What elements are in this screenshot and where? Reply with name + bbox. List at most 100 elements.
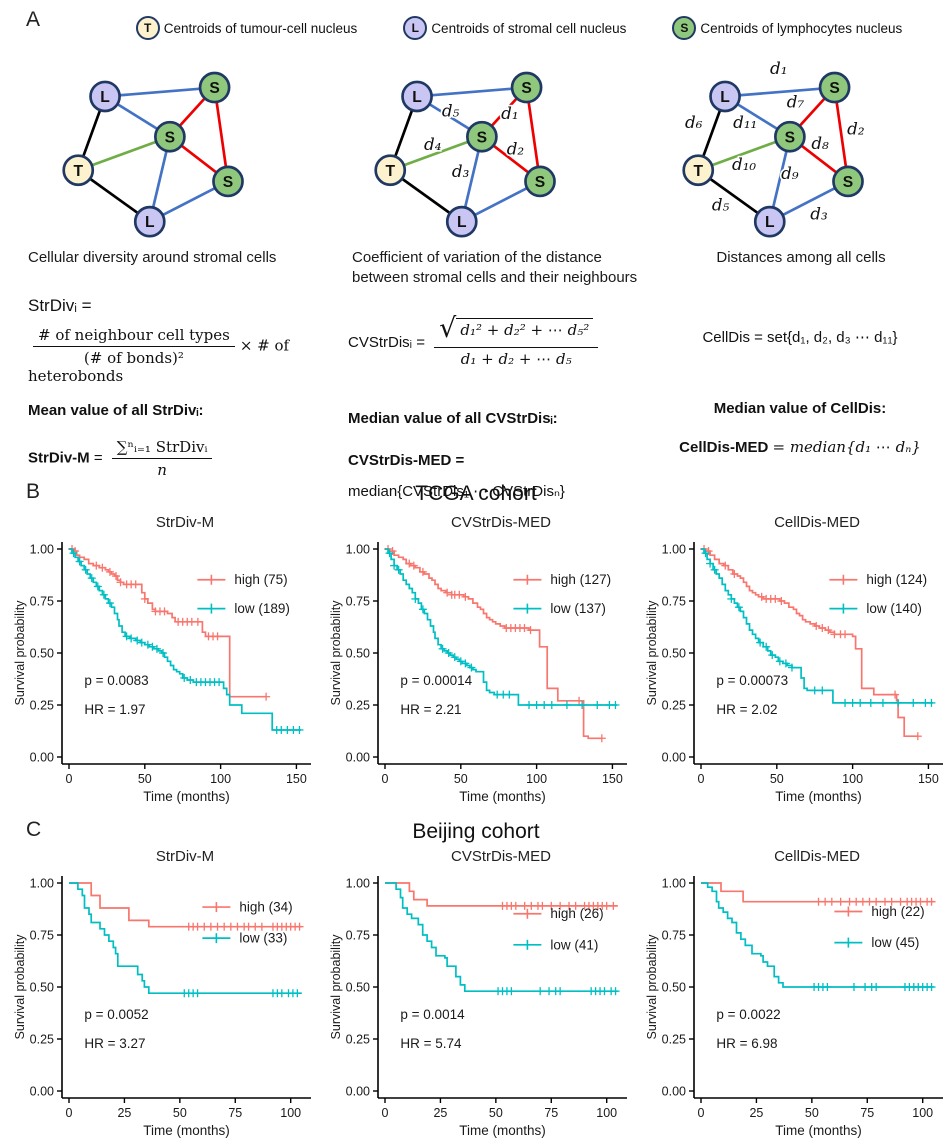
x-tick-label: 0: [382, 1106, 389, 1120]
survival-curve-high: [701, 548, 918, 738]
y-tick-label: 1.00: [30, 543, 54, 557]
cell-node-letter: S: [785, 129, 795, 146]
km-title: CellDis-MED: [774, 514, 860, 531]
p-value-text: p = 0.0022: [716, 1007, 780, 1022]
panel-label-b: B: [26, 480, 41, 503]
hazard-ratio-text: HR = 6.98: [716, 1036, 777, 1051]
strdiv-lhs: StrDivᵢ =: [28, 296, 92, 315]
km-plot-strdivm-tcga: StrDiv-M 0.00 0.25 0.50 0.75 1.00 0 50 100 150 Ti…: [12, 514, 320, 808]
x-tick-label: 100: [912, 1106, 933, 1120]
edge-distance-label: d₅: [442, 101, 460, 121]
y-tick-label: 0.25: [30, 1033, 54, 1047]
network-edge: [104, 86, 215, 98]
km-title: CVStrDis-MED: [451, 514, 551, 531]
km-plot-cvstrdismed-beijing: CVStrDis-MED 0.00 0.25 0.50 0.75 1.00 0 25 50 75…: [328, 848, 636, 1142]
y-tick-label: 0.25: [30, 699, 54, 713]
survival-curve-low: [701, 548, 933, 704]
hazard-ratio-text: HR = 2.21: [400, 702, 461, 717]
y-axis-label: Survival probability: [329, 600, 343, 706]
survival-curve-high: [69, 882, 302, 928]
network-edge: [724, 86, 835, 98]
x-axis-label: Time (months): [775, 1123, 862, 1138]
legend-label-low: low (33): [239, 931, 287, 946]
legend-label-high: high (34): [239, 900, 292, 915]
x-tick-label: 150: [918, 772, 939, 786]
cell-node-l: [445, 205, 478, 238]
cvstrdis-numerator: d₁² + d₂² + ⋯ d₅²: [456, 318, 594, 339]
cell-node-letter: S: [535, 174, 545, 191]
y-axis-label: Survival probability: [329, 934, 343, 1040]
edge-distance-label: d₁₁: [733, 112, 757, 132]
x-tick-label: 50: [454, 772, 468, 786]
y-tick-label: 1.00: [346, 543, 370, 557]
y-tick-label: 0.00: [346, 751, 370, 765]
x-tick-label: 0: [382, 772, 389, 786]
x-tick-label: 0: [698, 1106, 705, 1120]
y-tick-label: 1.00: [346, 877, 370, 891]
y-tick-label: 0.75: [346, 595, 370, 609]
y-tick-label: 0.75: [30, 929, 54, 943]
legend-label-low: low (140): [866, 601, 922, 616]
strdiv-formula: # of neighbour cell types (# of bonds)² × …: [28, 326, 334, 385]
legend-label-high: high (127): [550, 572, 611, 587]
cell-node-l: [753, 205, 786, 238]
legend-label-lymphocyte: Centroids of lymphocytes nucleus: [700, 20, 903, 36]
km-plot-cvstrdismed-tcga: CVStrDis-MED 0.00 0.25 0.50 0.75 1.00 0 50 100 1…: [328, 514, 636, 808]
network-edge: [389, 135, 483, 172]
network-diagram-plain: L S S T S L: [38, 58, 304, 240]
y-tick-label: 0.50: [662, 981, 686, 995]
legend-label-high: high (124): [866, 572, 927, 587]
stromal-centroid-icon: L: [403, 16, 428, 40]
edge-distance-label: d₁: [770, 58, 787, 78]
edge-distance-label: d₂: [847, 118, 865, 138]
survival-curve-low: [69, 882, 302, 995]
y-tick-label: 0.50: [346, 647, 370, 661]
km-title: CVStrDis-MED: [451, 848, 551, 865]
y-tick-label: 0.25: [346, 1033, 370, 1047]
beijing-cohort-title: Beijing cohort: [412, 820, 540, 843]
cell-node-letter: S: [521, 80, 531, 97]
x-tick-label: 50: [138, 772, 152, 786]
p-value-text: p = 0.00014: [400, 673, 472, 688]
hazard-ratio-text: HR = 3.27: [84, 1036, 145, 1051]
survival-curve-low: [385, 548, 617, 706]
x-tick-label: 50: [489, 1106, 503, 1120]
legend-label-high: high (26): [550, 906, 603, 921]
x-tick-label: 75: [228, 1106, 242, 1120]
y-tick-label: 0.50: [30, 981, 54, 995]
cvstrdismed-lhs: CVStrDis-MED =: [348, 452, 465, 469]
strdivm-denominator: n: [157, 461, 167, 479]
x-tick-label: 75: [544, 1106, 558, 1120]
legend-label-high: high (22): [871, 904, 924, 919]
x-axis-label: Time (months): [143, 1123, 230, 1138]
cell-node-s: [154, 120, 186, 153]
cell-node-s: [212, 165, 244, 198]
formula-column-cvstrdis: CVStrDisᵢ = √ d₁² + d₂² + ⋯ d₅² d₁ + d₂ +…: [348, 292, 654, 500]
strdivm-lhs: StrDiv-M: [28, 449, 90, 467]
edge-distance-label: d₉: [781, 163, 799, 183]
network-edge: [697, 135, 791, 172]
desc-celldis: Distances among all cells: [716, 249, 886, 266]
legend-label-low: low (41): [550, 937, 598, 952]
cell-node-s: [818, 71, 851, 104]
cell-node-letter: L: [765, 214, 775, 231]
cvstrdis-lhs: CVStrDisᵢ =: [348, 333, 425, 351]
cvstrdis-formula: CVStrDisᵢ = √ d₁² + d₂² + ⋯ d₅² d₁ + d₂ +…: [348, 315, 603, 368]
network-diagram-all-distances: d₁ d₆ d₁₁ d₇ d₂ d₈ d₁₀ d₉ d₅ d₃ L S S T S L: [658, 58, 924, 240]
edge-distance-label: d₃: [452, 161, 470, 181]
network-diagram-stromal-distances: d₅ d₁ d₄ d₂ d₃ L S S T S L: [350, 58, 616, 240]
y-tick-label: 0.00: [346, 1085, 370, 1099]
y-tick-label: 0.75: [662, 595, 686, 609]
cell-node-t: [374, 154, 407, 187]
x-axis-label: Time (months): [775, 789, 862, 804]
y-tick-label: 0.75: [662, 929, 686, 943]
cell-node-s: [510, 71, 543, 104]
strdivm-formula: StrDiv-M = ∑ⁿᵢ₌₁ StrDivᵢ n: [28, 438, 217, 479]
legend-item-tumour: T Centroids of tumour-cell nucleus: [135, 16, 357, 40]
cell-node-s: [774, 120, 806, 153]
x-tick-label: 150: [286, 772, 307, 786]
strdivm-eq: =: [93, 449, 103, 467]
lymphocyte-centroid-icon: S: [672, 16, 697, 40]
cvstrdis-median-header: Median value of all CVStrDisᵢ:: [348, 410, 558, 427]
